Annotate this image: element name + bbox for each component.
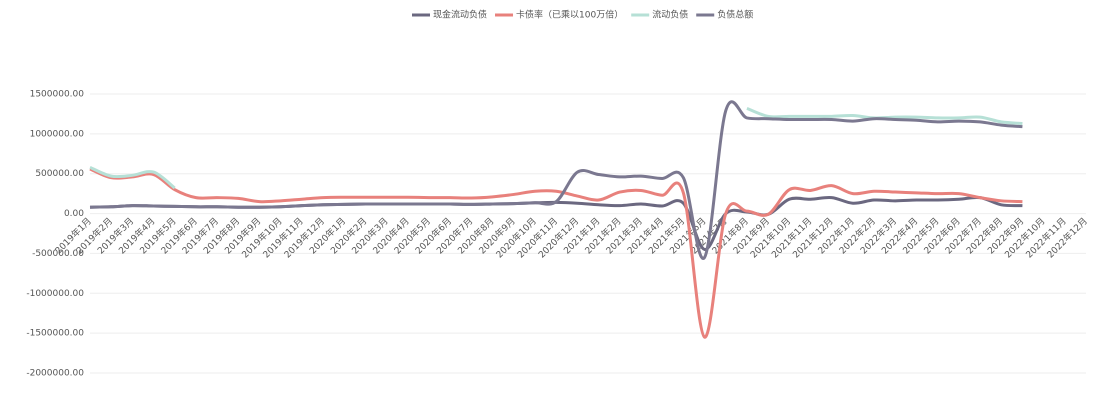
legend-label: 流动负债 [652,9,688,21]
line-series [89,167,1023,339]
legend-label: 负债总额 [717,9,753,21]
legend-label: 现金流动负债 [433,9,487,21]
legend-label: 卡债率（已乘以100万倍） [516,9,623,21]
y-tick-label: 0.00 [64,209,84,219]
y-tick-label: 1000000.00 [30,129,85,139]
y-tick-label: 500000.00 [35,169,84,179]
y-tick-label: -1500000.00 [26,329,84,339]
y-tick-label: -500000.00 [32,249,84,259]
line-series [89,100,1023,260]
y-tick-label: -2000000.00 [26,369,84,379]
y-tick-label: 1500000.00 [30,90,85,100]
y-tick-label: -1000000.00 [26,289,84,299]
